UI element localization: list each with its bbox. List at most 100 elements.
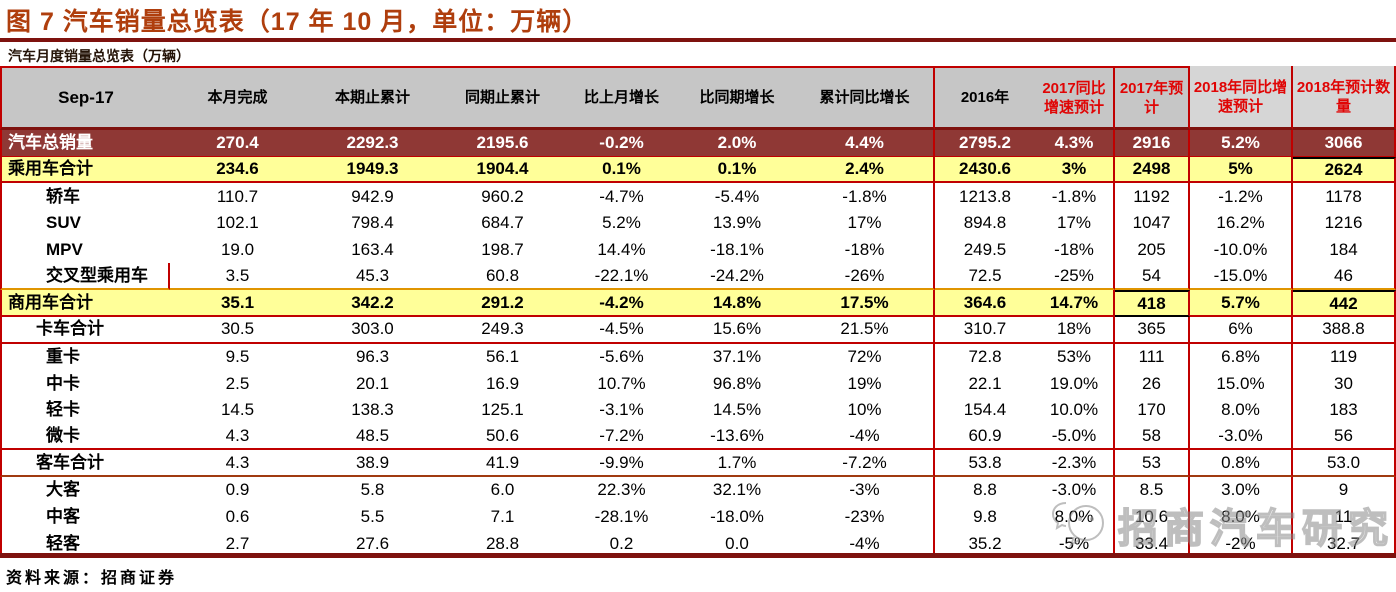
data-cell: 6% [1190,316,1293,344]
table-row: 中卡 2.5 20.1 16.9 10.7% 96.8% 19% 22.1 19.0% 26 15.… [0,370,1396,397]
sales-table: Sep-17 本月完成 本期止累计 同期止累计 比上月增长 比同期增长 累计同比增长 2016… [0,66,1396,557]
data-cell: 4.4% [796,130,935,157]
data-cell: 16.9 [440,370,565,397]
data-cell: 163.4 [305,236,440,264]
data-cell: 1.7% [678,450,796,477]
data-cell: -18% [796,236,935,264]
data-cell: -3.1% [565,396,678,424]
data-cell: 10% [796,396,935,424]
data-cell: 138.3 [305,396,440,424]
col-header: 2016年 [935,66,1035,130]
data-cell: 894.8 [935,210,1035,237]
data-cell: 38.9 [305,450,440,477]
col-header: 2018年同比增速预计 [1190,66,1293,130]
data-cell: 17.5% [796,290,935,317]
data-cell: 4.3 [170,450,305,477]
data-cell: 111 [1115,343,1190,371]
data-cell: 30.5 [170,316,305,344]
data-cell: 32.1% [678,476,796,504]
data-cell: 1216 [1293,210,1396,237]
source-note: 资料来源：招商证券 [6,570,178,587]
data-cell: 5.2% [565,210,678,237]
data-cell: 56.1 [440,343,565,371]
data-cell: 35.2 [935,530,1035,557]
table-row: 汽车总销量 270.4 2292.3 2195.6 -0.2% 2.0% 4.4% 2795.… [0,130,1396,157]
data-cell: 14.5% [678,396,796,424]
col-header: 2018年预计数量 [1293,66,1396,130]
row-label: 汽车总销量 [0,130,170,157]
data-cell: 46 [1293,263,1396,291]
data-cell: 58 [1115,423,1190,451]
data-cell: 3% [1035,156,1115,184]
data-cell: 8.0% [1190,396,1293,424]
data-cell: 96.8% [678,370,796,397]
data-cell: 0.1% [678,156,796,184]
table-row: 中客 0.6 5.5 7.1 -28.1% -18.0% -23% 9.8 8.0% 10.6 8.… [0,503,1396,531]
data-cell: -28.1% [565,503,678,531]
data-cell: -2% [1190,530,1293,557]
table-row: 卡车合计 30.5 303.0 249.3 -4.5% 15.6% 21.5% 310.7 18… [0,316,1396,344]
row-label: 重卡 [0,343,170,371]
data-cell: 184 [1293,236,1396,264]
data-cell: 96.3 [305,343,440,371]
data-cell: 15.0% [1190,370,1293,397]
data-cell: 72.8 [935,343,1035,371]
data-cell: 365 [1115,316,1190,344]
data-cell: 14.7% [1035,290,1115,317]
data-cell: 5% [1190,156,1293,184]
col-header: 2017同比增速预计 [1035,66,1115,130]
row-label: 轻卡 [0,396,170,424]
data-cell: 2292.3 [305,130,440,157]
data-cell: 20.1 [305,370,440,397]
data-cell: 183 [1293,396,1396,424]
data-cell: -3% [796,476,935,504]
data-cell: 442 [1293,290,1396,317]
data-cell: -5.0% [1035,423,1115,451]
data-cell: 14.8% [678,290,796,317]
table-header-row: Sep-17 本月完成 本期止累计 同期止累计 比上月增长 比同期增长 累计同比增长 2016… [0,66,1396,130]
data-cell: -3.0% [1190,423,1293,451]
data-cell: 19% [796,370,935,397]
data-cell: 388.8 [1293,316,1396,344]
data-cell: -18.1% [678,236,796,264]
data-cell: 2498 [1115,156,1190,184]
row-label: 中客 [0,503,170,531]
data-cell: 2.5 [170,370,305,397]
data-cell: 0.8% [1190,450,1293,477]
data-cell: 1047 [1115,210,1190,237]
table-row: 大客 0.9 5.8 6.0 22.3% 32.1% -3% 8.8 -3.0% 8.5 3.0% 9 [0,476,1396,504]
title-rule [0,38,1396,42]
row-label: 轻客 [0,530,170,557]
data-cell: 2624 [1293,156,1396,184]
data-cell: 26 [1115,370,1190,397]
data-cell: 3.0% [1190,476,1293,504]
data-cell: 10.0% [1035,396,1115,424]
data-cell: 2.7 [170,530,305,557]
table-row: 乘用车合计 234.6 1949.3 1904.4 0.1% 0.1% 2.4% 2430.6… [0,156,1396,184]
bottom-rule [0,553,1396,558]
table-row: 微卡 4.3 48.5 50.6 -7.2% -13.6% -4% 60.9 -5.0% 58 -3… [0,423,1396,451]
data-cell: -22.1% [565,263,678,291]
col-header: 比同期增长 [678,66,796,130]
row-label: SUV [0,210,170,237]
table-row: 重卡 9.5 96.3 56.1 -5.6% 37.1% 72% 72.8 53% 111 6.8%… [0,343,1396,371]
data-cell: 5.7% [1190,290,1293,317]
data-cell: 3.5 [170,263,305,291]
col-header: 2017年预计 [1115,66,1190,130]
data-cell: 41.9 [440,450,565,477]
row-label: 客车合计 [0,450,170,477]
data-cell: 32.7 [1293,530,1396,557]
data-cell: 154.4 [935,396,1035,424]
col-header: 同期止累计 [440,66,565,130]
data-cell: 48.5 [305,423,440,451]
data-cell: -18% [1035,236,1115,264]
data-cell: 7.1 [440,503,565,531]
data-cell: 53.8 [935,450,1035,477]
data-cell: -5.4% [678,183,796,211]
data-cell: 0.9 [170,476,305,504]
col-header: 本月完成 [170,66,305,130]
data-cell: 291.2 [440,290,565,317]
data-cell: -1.2% [1190,183,1293,211]
data-cell: 418 [1115,290,1190,317]
data-cell: 14.4% [565,236,678,264]
